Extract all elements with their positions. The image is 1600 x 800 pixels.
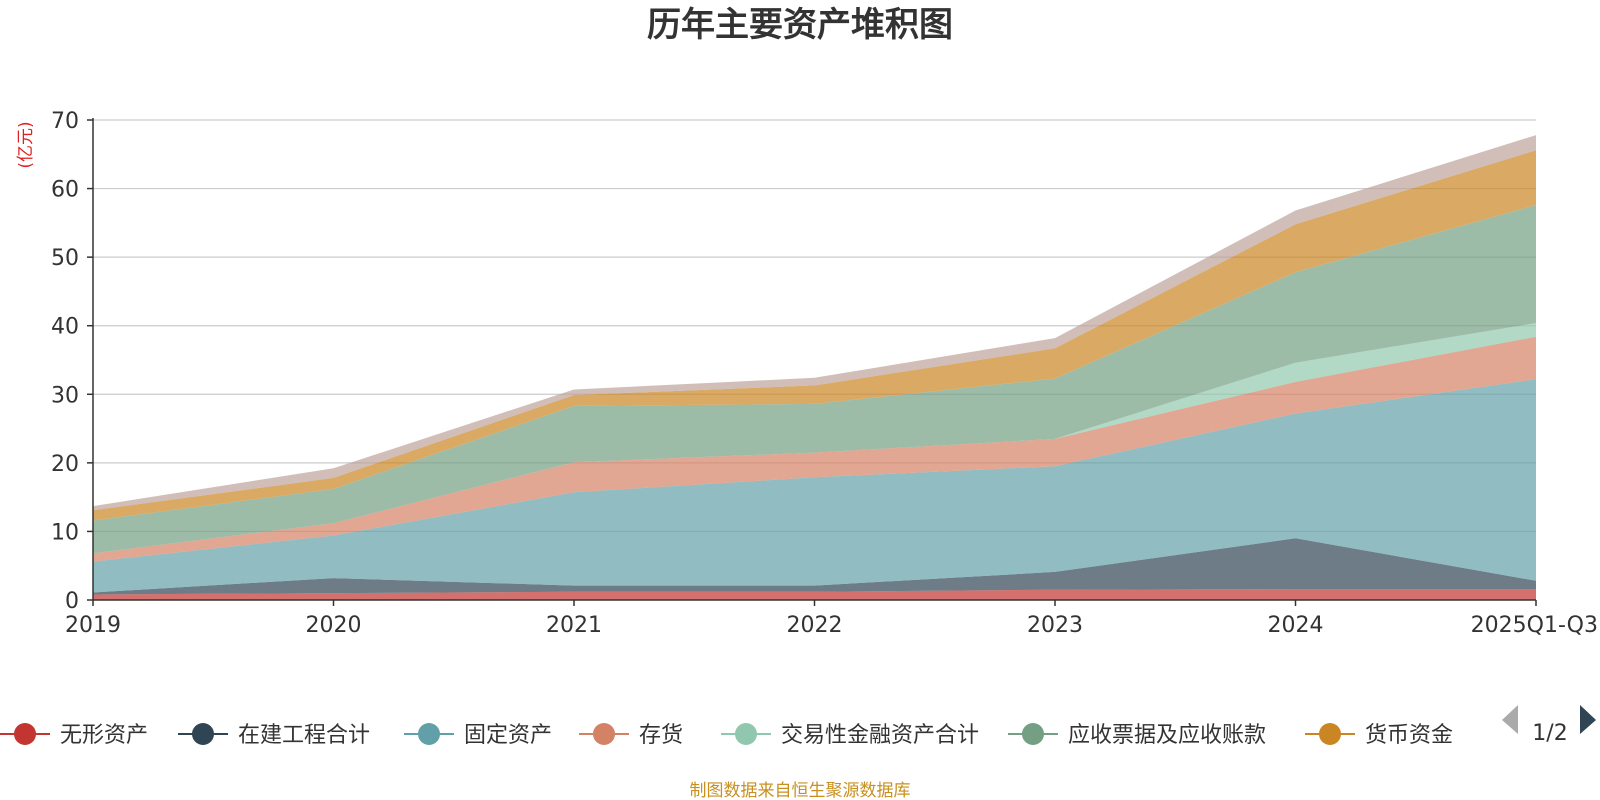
legend-item[interactable]: 在建工程合计 [178, 723, 370, 748]
legend-label: 交易性金融资产合计 [781, 723, 979, 748]
legend: 无形资产 在建工程合计 固定资产 存货 交易性金融资产合计 应收票据及应收账款 货币资金 [0, 723, 1453, 748]
x-tick-label: 2024 [1268, 613, 1324, 638]
x-tick-label: 2025Q1-Q3 [1471, 613, 1598, 638]
x-tick-labels: 2019 2020 2021 2022 2023 2024 2025Q1-Q3 [65, 600, 1598, 638]
legend-marker [418, 723, 440, 745]
y-tick-label: 50 [51, 246, 79, 271]
y-axis-unit-label: (亿元) [16, 121, 36, 168]
legend-marker [1022, 723, 1044, 745]
legend-item[interactable]: 存货 [579, 723, 683, 748]
area-series-1[interactable] [93, 538, 1536, 595]
area-series-0[interactable] [93, 589, 1536, 600]
legend-marker [192, 723, 214, 745]
legend-item[interactable]: 货币资金 [1305, 723, 1453, 748]
y-tick-label: 60 [51, 178, 79, 203]
data-source-footer: 制图数据来自恒生聚源数据库 [690, 781, 911, 800]
legend-marker [14, 723, 36, 745]
legend-marker [593, 723, 615, 745]
legend-label: 固定资产 [464, 723, 552, 748]
x-tick-label: 2023 [1027, 613, 1083, 638]
area-series-5[interactable] [93, 205, 1536, 554]
legend-label: 应收票据及应收账款 [1068, 723, 1266, 748]
legend-label: 货币资金 [1365, 723, 1453, 748]
y-tick-labels: 0 10 20 30 40 50 60 70 [51, 109, 93, 614]
legend-label: 存货 [639, 723, 683, 748]
legend-item[interactable]: 固定资产 [404, 723, 552, 748]
y-tick-label: 0 [65, 589, 79, 614]
x-tick-label: 2019 [65, 613, 121, 638]
legend-prev-page-icon[interactable] [1502, 705, 1518, 734]
area-series-group [93, 135, 1536, 600]
legend-marker [1319, 723, 1341, 745]
x-tick-label: 2021 [546, 613, 602, 638]
chart-title: 历年主要资产堆积图 [647, 5, 953, 45]
legend-pager: 1/2 [1502, 705, 1596, 746]
legend-item[interactable]: 应收票据及应收账款 [1008, 723, 1266, 748]
y-tick-label: 70 [51, 109, 79, 134]
area-series-2[interactable] [93, 379, 1536, 593]
x-tick-label: 2022 [787, 613, 843, 638]
x-tick-label: 2020 [306, 613, 362, 638]
y-tick-label: 20 [51, 452, 79, 477]
area-series-3[interactable] [93, 336, 1536, 562]
legend-page-indicator: 1/2 [1532, 721, 1567, 746]
legend-item[interactable]: 无形资产 [0, 723, 148, 748]
legend-next-page-icon[interactable] [1580, 705, 1596, 734]
legend-label: 无形资产 [60, 723, 148, 748]
legend-item[interactable]: 交易性金融资产合计 [721, 723, 979, 748]
y-tick-label: 10 [51, 520, 79, 545]
y-tick-label: 40 [51, 315, 79, 340]
y-tick-label: 30 [51, 383, 79, 408]
legend-marker [735, 723, 757, 745]
legend-label: 在建工程合计 [238, 723, 370, 748]
